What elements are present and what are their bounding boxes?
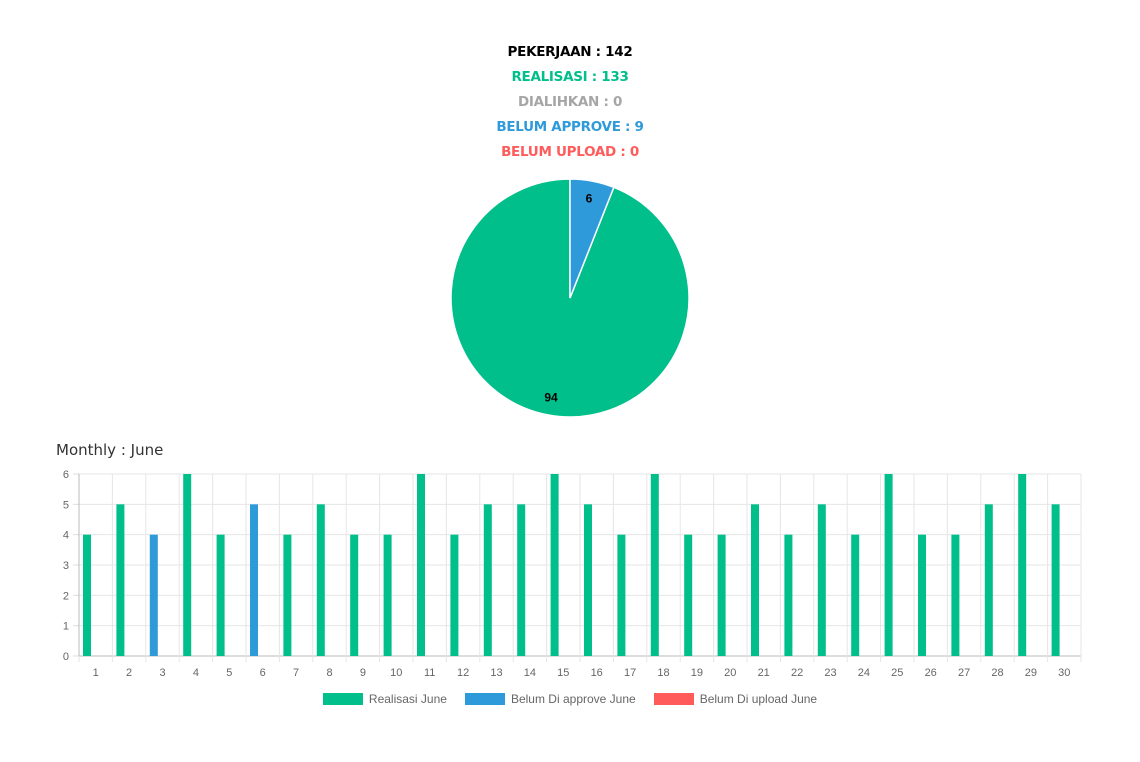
bar-realisasi-june-12 xyxy=(450,534,459,656)
bar-realisasi-june-24 xyxy=(851,534,860,656)
bar-realisasi-june-29 xyxy=(1018,474,1027,656)
x-tick-label: 11 xyxy=(424,667,435,679)
legend-label: Belum Di approve June xyxy=(510,692,636,706)
bar-belum-di-approve-june-6 xyxy=(250,504,258,656)
bar-realisasi-june-7 xyxy=(283,534,292,656)
y-tick-label: 2 xyxy=(63,590,69,602)
bar-realisasi-june-13 xyxy=(483,504,492,656)
x-tick-label: 29 xyxy=(1025,667,1037,679)
bar-realisasi-june-16 xyxy=(584,504,592,656)
bar-realisasi-june-22 xyxy=(784,534,793,656)
x-tick-label: 3 xyxy=(159,667,165,679)
bar-realisasi-june-1 xyxy=(83,534,91,656)
bar-realisasi-june-14 xyxy=(517,504,526,656)
x-tick-label: 30 xyxy=(1058,667,1070,679)
x-tick-label: 22 xyxy=(791,667,803,679)
legend-swatch xyxy=(464,693,505,705)
x-tick-label: 2 xyxy=(126,667,132,679)
x-tick-label: 9 xyxy=(360,667,366,679)
pie-slice-realisasi xyxy=(450,178,690,418)
x-tick-label: 6 xyxy=(260,667,266,679)
bar-realisasi-june-30 xyxy=(1051,504,1060,656)
bar-realisasi-june-21 xyxy=(751,504,759,656)
bar-realisasi-june-5 xyxy=(216,534,225,656)
summary-belum-approve: BELUM APPROVE : 9 xyxy=(496,119,644,135)
x-tick-label: 12 xyxy=(457,667,469,679)
y-tick-label: 5 xyxy=(63,499,69,511)
bar-realisasi-june-17 xyxy=(617,534,626,656)
x-tick-label: 14 xyxy=(524,667,536,679)
x-tick-label: 15 xyxy=(557,667,569,679)
x-tick-label: 13 xyxy=(490,667,502,679)
bar-realisasi-june-10 xyxy=(383,534,392,656)
bar-realisasi-june-15 xyxy=(550,474,559,656)
bar-realisasi-june-8 xyxy=(316,504,325,656)
bar-realisasi-june-25 xyxy=(884,474,893,656)
pie-slice-belum-approve xyxy=(569,178,615,299)
x-tick-label: 5 xyxy=(226,667,232,679)
legend-swatch xyxy=(322,693,363,705)
summary-realisasi: REALISASI : 133 xyxy=(511,69,629,85)
bar-realisasi-june-11 xyxy=(417,474,425,656)
x-tick-label: 27 xyxy=(958,667,970,679)
legend-label: Belum Di upload June xyxy=(699,692,818,706)
y-tick-label: 6 xyxy=(63,469,69,481)
summary-pekerjaan: PEKERJAAN : 142 xyxy=(507,44,633,60)
legend-item[interactable]: Belum Di approve June xyxy=(464,692,636,706)
pie-chart: 94 6 xyxy=(450,178,690,418)
bar-realisasi-june-26 xyxy=(918,534,926,656)
x-tick-label: 26 xyxy=(925,667,937,679)
x-tick-label: 10 xyxy=(390,667,402,679)
x-tick-label: 19 xyxy=(691,667,703,679)
x-tick-label: 18 xyxy=(657,667,669,679)
monthly-chart-title: Monthly : June xyxy=(56,441,164,459)
pie-label-belum-approve: 6 xyxy=(586,192,593,206)
x-tick-label: 21 xyxy=(758,667,770,679)
bar-realisasi-june-19 xyxy=(684,534,693,656)
summary-dialihkan: DIALIHKAN : 0 xyxy=(517,94,623,110)
x-tick-label: 28 xyxy=(991,667,1003,679)
pie-label-realisasi: 94 xyxy=(544,390,558,404)
x-tick-label: 4 xyxy=(193,667,199,679)
x-tick-label: 8 xyxy=(326,667,332,679)
bar-realisasi-june-18 xyxy=(650,474,659,656)
bar-realisasi-june-9 xyxy=(350,534,359,656)
legend-label: Realisasi June xyxy=(368,692,447,706)
legend-item[interactable]: Belum Di upload June xyxy=(653,692,818,706)
x-tick-label: 7 xyxy=(293,667,299,679)
y-tick-label: 3 xyxy=(63,560,69,572)
summary-belum-upload: BELUM UPLOAD : 0 xyxy=(501,144,639,160)
bar-realisasi-june-28 xyxy=(984,504,993,656)
bar-belum-di-approve-june-3 xyxy=(149,534,158,656)
bar-realisasi-june-23 xyxy=(817,504,826,656)
bar-realisasi-june-2 xyxy=(116,504,125,656)
legend-swatch xyxy=(653,693,694,705)
bar-chart-legend: Realisasi June Belum Di approve June Belum… xyxy=(0,692,1140,706)
x-tick-label: 17 xyxy=(624,667,636,679)
y-tick-label: 4 xyxy=(63,530,69,542)
bar-realisasi-june-4 xyxy=(183,474,192,656)
bar-realisasi-june-27 xyxy=(951,534,960,656)
y-tick-label: 0 xyxy=(63,651,69,663)
x-tick-label: 25 xyxy=(891,667,903,679)
x-tick-label: 16 xyxy=(591,667,603,679)
x-tick-label: 24 xyxy=(858,667,870,679)
x-tick-label: 1 xyxy=(93,667,99,679)
summary-panel: PEKERJAAN : 142 REALISASI : 133 DIALIHKA… xyxy=(0,40,1140,165)
x-tick-label: 20 xyxy=(724,667,736,679)
x-tick-label: 23 xyxy=(824,667,836,679)
y-tick-label: 1 xyxy=(63,621,69,633)
legend-item[interactable]: Realisasi June xyxy=(322,692,447,706)
bar-realisasi-june-20 xyxy=(717,534,726,656)
